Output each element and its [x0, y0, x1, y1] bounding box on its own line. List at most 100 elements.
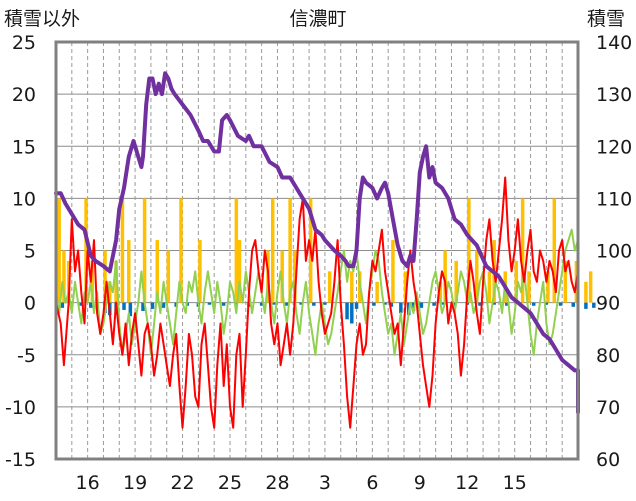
plot-frame	[54, 40, 580, 461]
precipitation-bar	[505, 302, 509, 306]
snowfall-bar	[234, 198, 239, 303]
snowfall-bar	[475, 250, 479, 303]
x-axis-ticks: 16 19 22 25 28 3 6 9 12 15	[76, 472, 527, 494]
precipitation-bar	[354, 302, 359, 309]
precipitation-bar	[221, 302, 226, 306]
left-tick-label: 0	[24, 293, 36, 315]
snowfall-bar	[563, 260, 568, 303]
snowfall-bar	[527, 271, 531, 303]
left-tick-label: 5	[24, 241, 36, 263]
precipitation-bar	[372, 302, 376, 306]
right-tick-label: 70	[596, 397, 620, 419]
precipitation-bar	[389, 302, 394, 307]
snowfall-bar	[552, 198, 557, 303]
precipitation-bar	[592, 302, 596, 308]
snowfall-bar	[120, 198, 125, 303]
left-tick-label: 15	[12, 136, 36, 158]
snowfall-bar	[166, 250, 171, 303]
precipitation-bar	[492, 302, 496, 305]
series-lines	[54, 71, 580, 429]
precipitation-bar	[478, 302, 482, 306]
snowfall-bar	[391, 240, 395, 303]
left-tick-label: 20	[12, 84, 36, 106]
precipitation-bar	[60, 302, 65, 308]
snowfall-bar	[57, 198, 61, 303]
precipitation-bar	[345, 302, 349, 320]
snowfall-bar	[288, 198, 292, 303]
right-tick-label: 60	[596, 449, 620, 471]
right-tick-label: 110	[596, 188, 632, 210]
x-tick-label: 28	[265, 472, 289, 494]
snowfall-bar	[108, 281, 112, 303]
precipitation-bar	[323, 302, 327, 305]
precipitation-bar	[383, 302, 387, 305]
precipitation-bar	[584, 302, 588, 309]
snowfall-bar	[293, 250, 297, 303]
snowfall-bar	[588, 271, 593, 303]
snowfall-bar	[179, 198, 183, 303]
left-axis-ticks: 25 20 15 10 5 0 -5 -10 -15	[5, 32, 36, 471]
snowfall-bar	[103, 250, 107, 303]
snowfall-bar	[127, 240, 131, 303]
snowfall-bar	[62, 250, 66, 303]
snow-depth-line	[54, 71, 580, 415]
right-tick-label: 80	[596, 345, 620, 367]
x-tick-label: 9	[414, 472, 426, 494]
right-axis-title: 積雪	[587, 8, 625, 30]
snowfall-bar	[520, 198, 525, 303]
snowfall-bar	[270, 198, 275, 303]
snowfall-bar	[454, 260, 458, 303]
temperature-line	[55, 176, 579, 429]
precipitation-bar	[531, 302, 536, 306]
snowfall-bar	[155, 240, 159, 303]
precipitation-bar	[207, 302, 212, 305]
snowfall-bar	[438, 281, 443, 303]
left-tick-label: -15	[5, 449, 36, 471]
x-tick-label: 15	[503, 472, 527, 494]
snowfall-bar	[514, 260, 519, 303]
x-tick-label: 3	[319, 472, 331, 494]
precipitation-bar	[259, 302, 264, 306]
precipitation-bar	[571, 302, 575, 307]
precipitation-bar	[285, 302, 289, 306]
snowfall-bar	[280, 250, 284, 303]
x-tick-label: 12	[455, 472, 479, 494]
precipitation-bar	[89, 302, 93, 308]
left-tick-label: 10	[12, 188, 36, 210]
x-tick-label: 22	[170, 472, 194, 494]
precipitation-bar	[141, 302, 145, 311]
snowfall-bar	[198, 240, 202, 303]
precipitation-bar	[161, 302, 166, 308]
precipitation-bar	[558, 302, 563, 306]
precipitation-bar	[544, 302, 549, 305]
snowfall-bar	[487, 271, 492, 303]
precipitation-bar	[122, 302, 126, 310]
snowfall-bar	[84, 198, 88, 303]
snowfall-bar	[467, 198, 471, 303]
precipitation-bar	[299, 302, 303, 305]
x-tick-label: 16	[76, 472, 100, 494]
precipitation-bar	[432, 302, 436, 306]
snowfall-bar	[142, 198, 147, 303]
right-tick-label: 90	[596, 293, 620, 315]
snowfall-bar	[403, 271, 408, 303]
precipitation-bar	[79, 302, 84, 306]
left-tick-label: 25	[12, 32, 36, 54]
precipitation-bar	[399, 302, 403, 314]
snowfall-bar	[237, 240, 242, 303]
snowfall-bar	[350, 271, 354, 303]
secondary-line	[55, 228, 579, 356]
precipitation-bar	[312, 302, 316, 306]
snowfall-bar	[546, 271, 550, 303]
snowfall-bar	[90, 260, 95, 303]
right-tick-label: 120	[596, 136, 632, 158]
x-tick-label: 6	[366, 472, 378, 494]
left-tick-label: -10	[5, 397, 36, 419]
left-axis-title: 積雪以外	[4, 8, 80, 30]
right-tick-label: 140	[596, 32, 632, 54]
x-tick-label: 25	[218, 472, 242, 494]
precipitation-bar	[128, 302, 133, 317]
x-tick-label: 19	[123, 472, 147, 494]
snowfall-bar	[327, 271, 332, 303]
